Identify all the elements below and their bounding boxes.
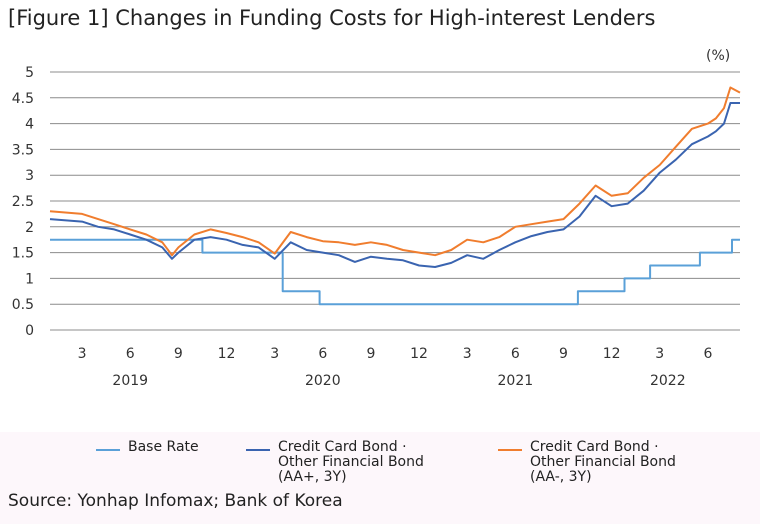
y-tick-label: 0.5	[12, 297, 34, 313]
legend-swatch-aaminus	[498, 449, 522, 451]
source-note: Source: Yonhap Infomax; Bank of Korea	[8, 491, 343, 511]
grid-lines	[50, 71, 740, 331]
x-axis-ticks: 3 6 9 12 3 6 9 12 3 6 9 12 3 6	[78, 346, 713, 362]
x-tick-label: 9	[174, 346, 183, 362]
legend-base-rate: Base Rate	[96, 440, 199, 455]
x-year-label: 2019	[112, 373, 148, 389]
x-tick-label: 6	[703, 346, 712, 362]
x-year-label: 2020	[305, 373, 341, 389]
x-year-label: 2022	[650, 373, 686, 389]
x-year-label: 2021	[498, 373, 534, 389]
x-tick-label: 3	[78, 346, 87, 362]
x-tick-label: 12	[603, 346, 621, 362]
y-axis-ticks: 0 0.5 1 1.5 2 2.5 3 3.5 4 4.5 5	[12, 65, 34, 339]
line-chart: 00.511.522.533.544.55 3 6 9 12 3 6 9 12 3 6 9 12 3 6 …	[12, 48, 741, 389]
x-tick-label: 9	[366, 346, 375, 362]
legend-aa-plus: Credit Card Bond · Other Financial Bond …	[246, 440, 424, 485]
y-tick-label: 2.5	[12, 194, 34, 210]
x-tick-label: 3	[463, 346, 472, 362]
series-lines	[49, 86, 741, 306]
x-tick-label: 3	[270, 346, 279, 362]
x-axis-years: 2019 2020 2021 2022	[112, 373, 685, 389]
y-tick-label: 4	[25, 117, 34, 133]
y-tick-label: 3.5	[12, 142, 34, 158]
chart-panel: 0 0.5 1 1.5 2 2.5 3 3.5 4 4.5 5 3 6 9 12 3 6 9 12 3 6 9 12 3 6 …	[0, 36, 760, 524]
figure-title: [Figure 1] Changes in Funding Costs for …	[8, 6, 656, 30]
x-tick-label: 6	[511, 346, 520, 362]
y-tick-label: 3	[25, 168, 34, 184]
x-tick-label: 6	[126, 346, 135, 362]
legend-swatch-aaplus	[246, 449, 270, 451]
x-tick-label: 6	[318, 346, 327, 362]
x-tick-label: 3	[655, 346, 664, 362]
y-tick-label: 4.5	[12, 91, 34, 107]
x-tick-label: 12	[410, 346, 428, 362]
series-line-base	[50, 238, 740, 306]
series-line-aaplus	[49, 102, 740, 268]
legend-aa-minus: Credit Card Bond · Other Financial Bond …	[498, 440, 676, 485]
legend-background	[0, 432, 760, 524]
y-tick-label: 0	[25, 323, 34, 339]
y-tick-label: 5	[25, 65, 34, 81]
y-tick-label: 1.5	[12, 246, 34, 262]
y-tick-label: 2	[25, 220, 34, 236]
unit-label: (%)	[706, 48, 730, 64]
legend-label-aaplus: Credit Card Bond · Other Financial Bond …	[278, 439, 424, 485]
y-tick-label: 1	[25, 271, 34, 287]
series-line-aaminus	[49, 86, 741, 257]
legend-label-aaminus: Credit Card Bond · Other Financial Bond …	[530, 439, 676, 485]
legend-swatch-base	[96, 449, 120, 451]
x-tick-label: 9	[559, 346, 568, 362]
legend-label-base: Base Rate	[128, 439, 199, 455]
x-tick-label: 12	[218, 346, 236, 362]
